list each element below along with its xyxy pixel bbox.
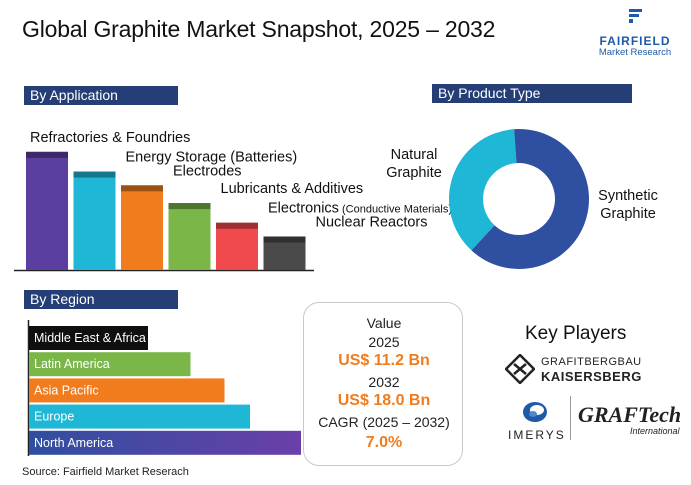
donut-slice-0 [449,129,517,251]
bar-label-text-3: Lubricants & Additives [221,181,364,197]
key-player-graftech: GRAFTech International [578,402,686,442]
key-player-kaisersberg: GRAFITBERGBAU KAISERSBERG [505,352,645,388]
header-accent [20,86,24,105]
bar-1 [73,171,116,270]
header-accent [24,290,26,309]
bar-label-1: Energy Storage (Batteries) [126,150,298,166]
bar-label-0: Refractories & Foundries [30,130,190,146]
bar-label-3: Lubricants & Additives [221,181,364,197]
section-title-product: By Product Type [438,85,541,101]
bar-label-2: Electrodes [173,163,242,179]
header-accent [20,290,24,309]
region-bar-1 [29,352,191,377]
imerys-swirl-icon [523,402,547,422]
region-label-3: Europe [34,410,74,424]
region-label-2: Asia Pacific [34,383,99,397]
brand-subtitle: Market Research [598,47,672,58]
value-year-end: 2032 [368,374,400,390]
value-label: Value [366,315,402,331]
hammer-pick-icon [505,354,535,384]
key-players-divider [570,396,571,440]
region-bar-4 [29,430,301,455]
region-bar-0 [29,326,148,350]
imerys-name: IMERYS [508,428,566,442]
bar-0 [26,151,68,270]
value-year-start: 2025 [368,334,400,350]
value-start: US$ 11.2 Bn [338,352,430,369]
bar-label-text-1: Energy Storage (Batteries) [126,150,298,166]
kaisersberg-line1: GRAFITBERGBAU [541,356,642,368]
region-bar-chart: Middle East & Africa Latin America Asia Pa… [27,320,301,456]
donut-label-0-0: Natural [391,147,438,163]
market-value-box: Value 2025 US$ 11.2 Bn 2032 US$ 18.0 Bn … [303,302,463,466]
value-end: US$ 18.0 Bn [337,392,431,409]
region-label-4: North America [34,436,113,450]
bar-label-text-0: Refractories & Foundries [30,130,190,146]
bar-label-4: Electronics (Conductive Materials) [268,201,452,217]
donut-label-0-1: Graphite [386,165,442,181]
bar-label-text-5: Nuclear Reactors [316,215,428,231]
region-bar-3 [29,404,250,429]
key-players-title: Key Players [525,323,627,344]
header-accent [432,84,434,103]
bar-cap-0 [26,151,68,158]
brand-name: FAIRFIELD [599,34,671,48]
bar-label-text-4: Electronics [268,201,339,217]
cagr-value: 7.0% [365,434,403,451]
page-title: Global Graphite Market Snapshot, 2025 – … [22,16,496,42]
graftech-sub: International [630,426,680,436]
section-header-region: By Region [20,290,178,309]
region-bar-2 [29,378,225,403]
section-header-product: By Product Type [428,84,632,103]
bar-3 [168,203,211,270]
kaisersberg-line2: KAISERSBERG [541,369,642,384]
donut-label-1-1: Graphite [600,206,656,222]
source-note: Source: Fairfield Market Reserach [22,466,189,478]
header-accent [24,86,26,105]
bar-4 [216,222,258,270]
bar-cap-3 [168,203,211,210]
donut-label-1-0: Synthetic [598,188,658,204]
graftech-name: GRAFTech [578,402,682,427]
bar-label-text-2: Electrodes [173,163,242,179]
key-player-imerys: IMERYS [506,400,566,444]
header-accent [428,84,432,103]
region-label-0: Middle East & Africa [34,331,146,345]
product-type-donut-chart: Natural Graphite Synthetic Graphite [386,129,658,269]
bar-cap-5 [263,236,306,243]
bar-2 [121,185,163,270]
region-label-1: Latin America [34,357,110,371]
bar-cap-2 [121,185,163,192]
brand-logo-icon [629,9,642,23]
brand-logo: FAIRFIELD Market Research [585,6,685,61]
cagr-label: CAGR (2025 – 2032) [318,414,450,430]
donut-slice-1 [471,129,589,269]
bar-cap-1 [73,171,116,178]
section-title-region: By Region [30,291,95,307]
bar-cap-4 [216,222,258,229]
bar-label-note-4: (Conductive Materials) [339,204,452,216]
section-header-application: By Application [20,86,178,105]
application-bar-chart: Refractories & Foundries Energy Storage (… [14,130,452,272]
section-title-application: By Application [30,87,118,103]
bar-label-5: Nuclear Reactors [316,215,428,231]
